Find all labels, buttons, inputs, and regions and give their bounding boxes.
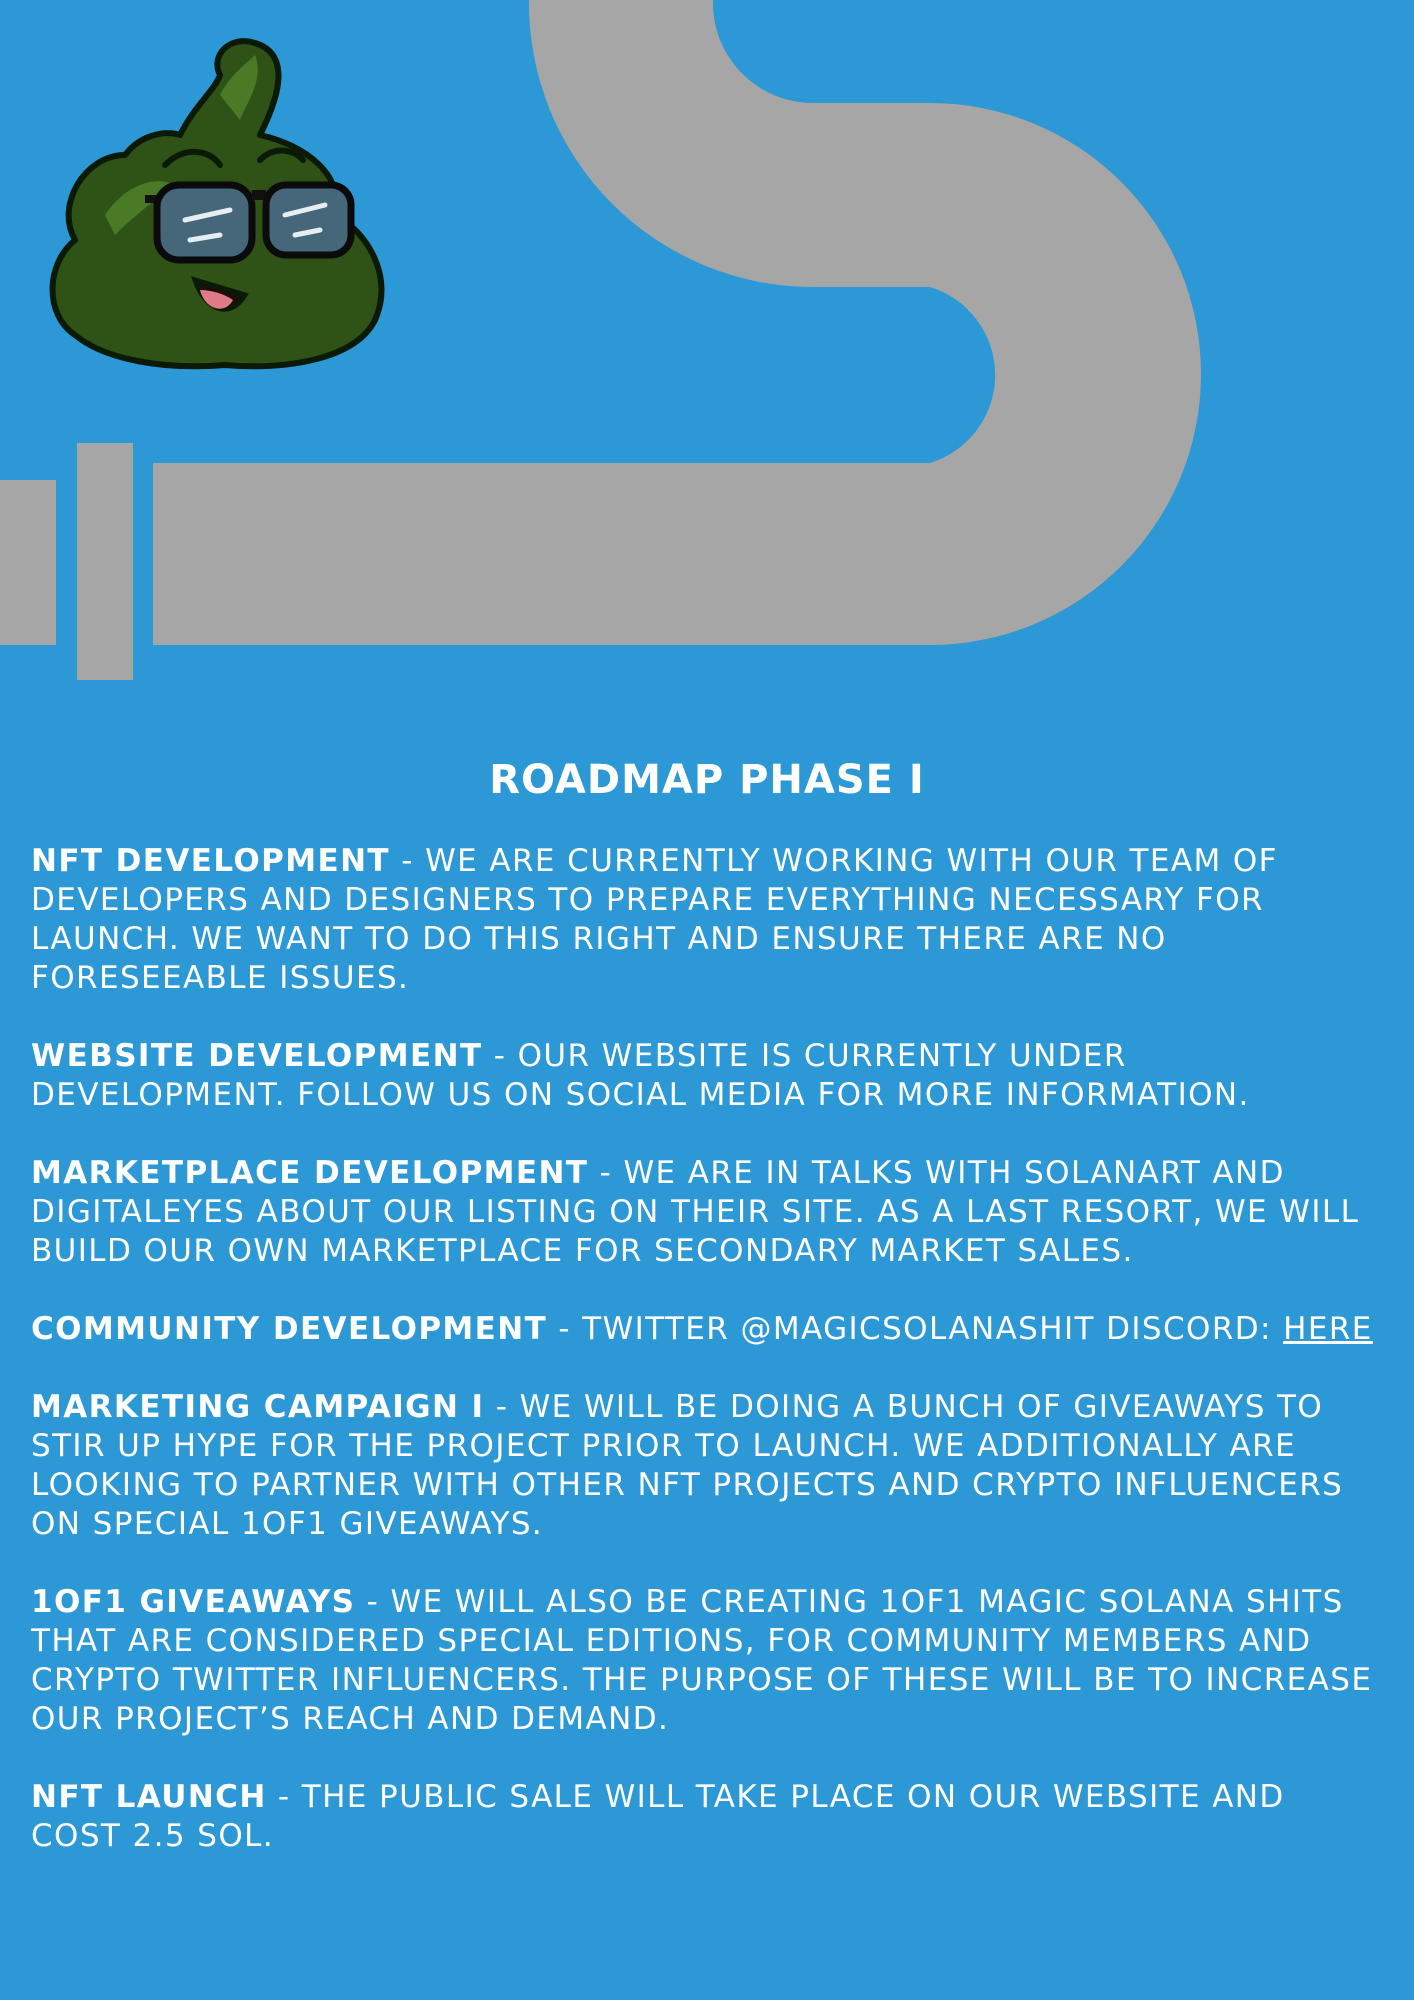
section-text: - WE WILL BE DOING A BUNCH OF GIVEAWAYS … xyxy=(31,1389,1344,1542)
poop-mascot-with-glasses-icon xyxy=(49,38,385,370)
mascot-brow-right xyxy=(257,147,306,163)
section-text: - WE ARE IN TALKS WITH SOLANART AND DIGI… xyxy=(31,1155,1360,1269)
section-marketing-campaign: MARKETING CAMPAIGN I - WE WILL BE DOING … xyxy=(31,1388,1386,1544)
section-label: WEBSITE DEVELOPMENT xyxy=(31,1038,483,1074)
section-text: - OUR WEBSITE IS CURRENTLY UNDER DEVELOP… xyxy=(31,1038,1250,1113)
section-text: - WE WILL ALSO BE CREATING 1OF1 MAGIC SO… xyxy=(31,1584,1373,1737)
section-community-development: COMMUNITY DEVELOPMENT - TWITTER @MAGICSO… xyxy=(31,1310,1386,1349)
section-marketplace-development: MARKETPLACE DEVELOPMENT - WE ARE IN TALK… xyxy=(31,1154,1386,1271)
section-nft-development: NFT DEVELOPMENT - WE ARE CURRENTLY WORKI… xyxy=(31,842,1386,998)
pipe-shapes xyxy=(0,0,1201,680)
discord-link[interactable]: HERE xyxy=(1283,1311,1373,1347)
section-label: COMMUNITY DEVELOPMENT xyxy=(31,1311,548,1347)
mascot-brow-left xyxy=(162,148,223,168)
section-label: 1OF1 GIVEAWAYS xyxy=(31,1584,356,1620)
section-text: - TWITTER @MAGICSOLANASHIT DISCORD: xyxy=(547,1311,1284,1347)
pipe-flange xyxy=(77,443,133,680)
section-label: MARKETPLACE DEVELOPMENT xyxy=(31,1155,589,1191)
sunglasses-icon xyxy=(145,181,355,264)
mascot-highlight xyxy=(220,55,258,120)
pipe-end-left xyxy=(0,480,56,645)
section-1of1-giveaways: 1OF1 GIVEAWAYS - WE WILL ALSO BE CREATIN… xyxy=(31,1583,1386,1739)
section-label: NFT LAUNCH xyxy=(31,1779,267,1815)
section-label: MARKETING CAMPAIGN I xyxy=(31,1389,485,1425)
section-text: - THE PUBLIC SALE WILL TAKE PLACE ON OUR… xyxy=(31,1779,1285,1854)
pipe-body xyxy=(153,0,1201,645)
section-text: - WE ARE CURRENTLY WORKING WITH OUR TEAM… xyxy=(31,843,1278,996)
roadmap-content: NFT DEVELOPMENT - WE ARE CURRENTLY WORKI… xyxy=(31,842,1386,1895)
page-title: ROADMAP PHASE I xyxy=(489,757,925,803)
section-label: NFT DEVELOPMENT xyxy=(31,843,390,879)
mascot-tongue xyxy=(200,290,233,309)
section-website-development: WEBSITE DEVELOPMENT - OUR WEBSITE IS CUR… xyxy=(31,1037,1386,1115)
section-nft-launch: NFT LAUNCH - THE PUBLIC SALE WILL TAKE P… xyxy=(31,1778,1386,1856)
pipe-graphic xyxy=(0,0,1201,680)
